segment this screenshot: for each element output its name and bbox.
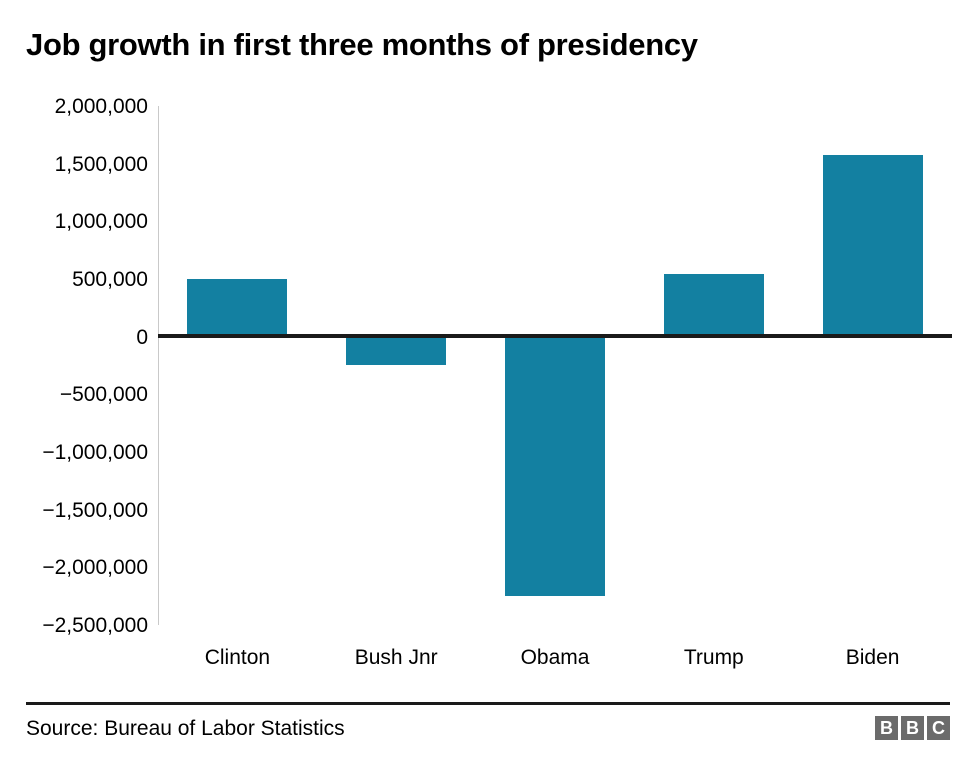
- y-tick-label: −2,500,000: [42, 614, 148, 637]
- x-tick-label: Obama: [520, 646, 590, 669]
- y-tick-label: 500,000: [72, 268, 148, 291]
- x-tick-label: Trump: [683, 646, 744, 669]
- y-tick-label: −1,500,000: [42, 498, 148, 522]
- zero-baseline: [158, 333, 952, 338]
- y-tick-label: −2,000,000: [42, 556, 148, 580]
- x-tick-label: Clinton: [204, 646, 271, 669]
- chart-title: Job growth in first three months of pres…: [26, 27, 698, 62]
- footer-divider: [26, 702, 950, 705]
- bar-clinton: [187, 279, 288, 337]
- y-tick-label: −1,000,000: [42, 441, 148, 464]
- source-note: Source: Bureau of Labor Statistics: [26, 717, 345, 740]
- bar-biden: [822, 155, 923, 337]
- y-tick-label: −500,000: [59, 383, 148, 407]
- y-tick-label: 2,000,000: [54, 95, 148, 118]
- x-tick-label: Biden: [845, 646, 900, 669]
- y-tick-label: 1,500,000: [54, 152, 148, 176]
- bbc-logo-block: B: [875, 716, 898, 740]
- y-tick-label: 0: [136, 325, 148, 349]
- bar-obama: [505, 336, 605, 597]
- bbc-logo-block: C: [927, 716, 950, 740]
- y-tick-label: 1,000,000: [54, 210, 148, 234]
- bbc-logo-block: B: [901, 716, 924, 740]
- bar-trump: [663, 273, 764, 337]
- bar-bush-jnr: [346, 336, 447, 366]
- y-axis-line: [158, 106, 159, 625]
- x-tick-label: Bush Jnr: [354, 646, 438, 669]
